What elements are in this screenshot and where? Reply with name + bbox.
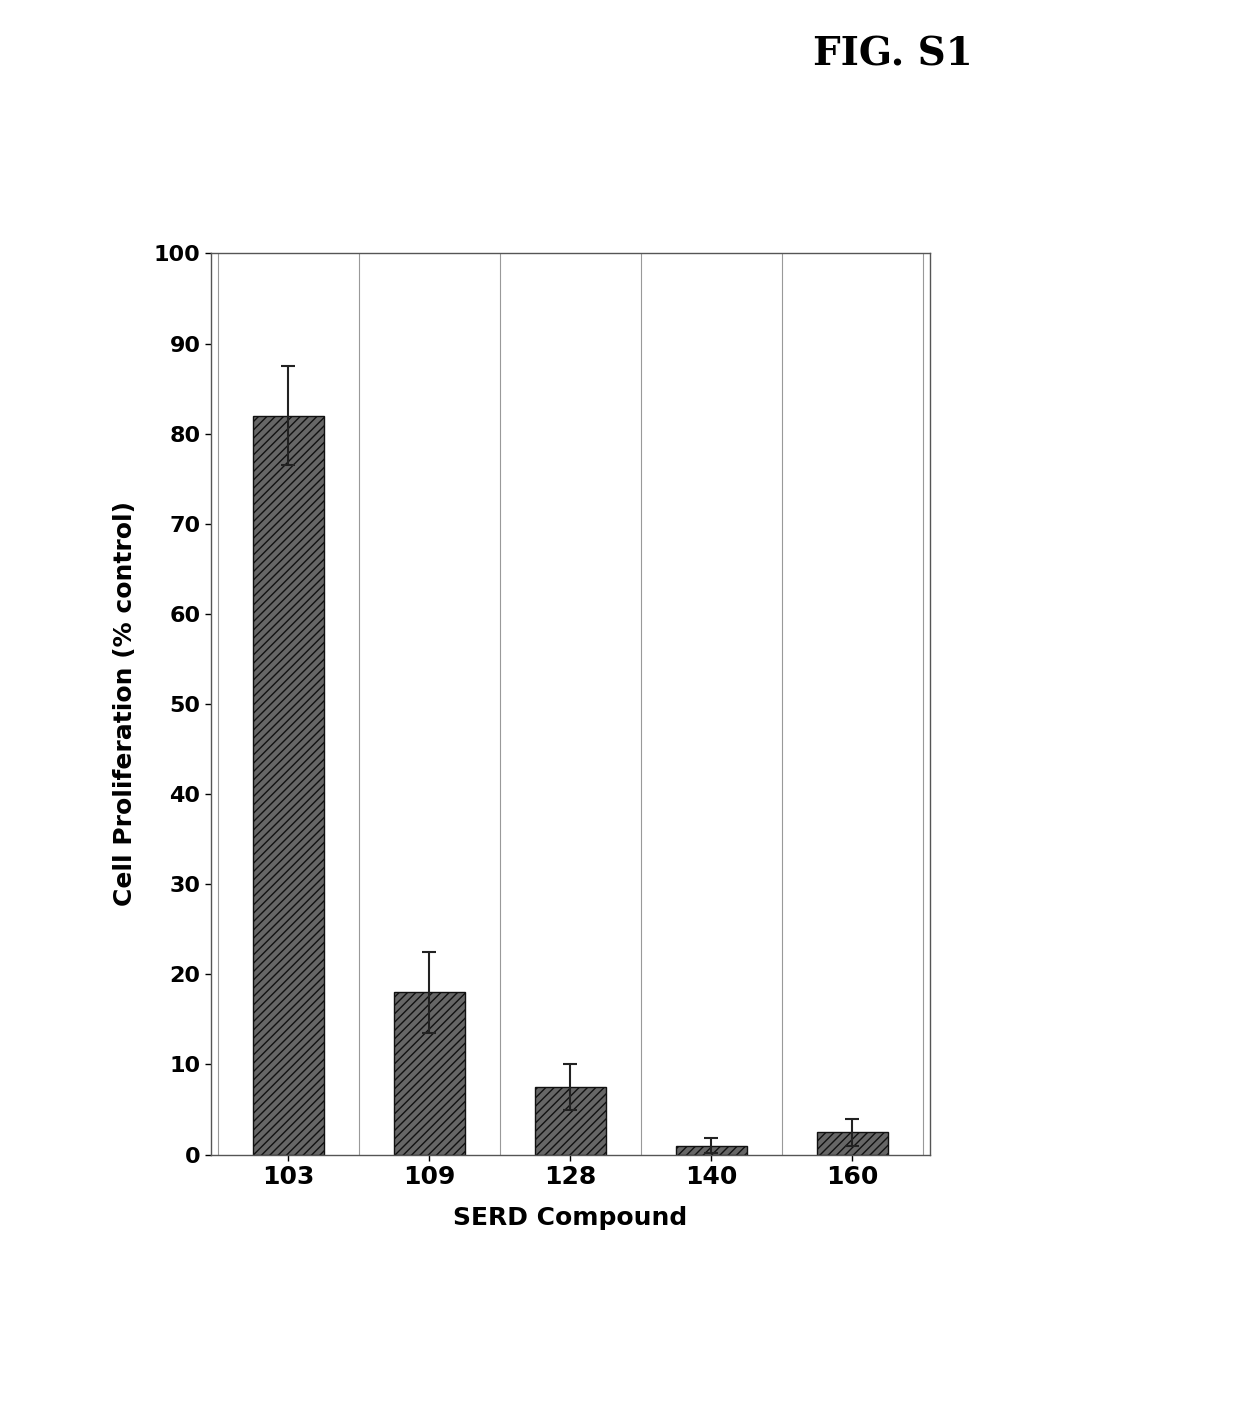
Y-axis label: Cell Proliferation (% control): Cell Proliferation (% control) bbox=[113, 501, 136, 907]
Bar bbox=[817, 1132, 888, 1155]
Bar bbox=[253, 415, 324, 1155]
Text: FIG. S1: FIG. S1 bbox=[813, 35, 972, 73]
Bar bbox=[536, 1087, 605, 1155]
Bar bbox=[394, 993, 465, 1155]
X-axis label: SERD Compound: SERD Compound bbox=[454, 1205, 687, 1229]
Bar bbox=[676, 1146, 746, 1155]
